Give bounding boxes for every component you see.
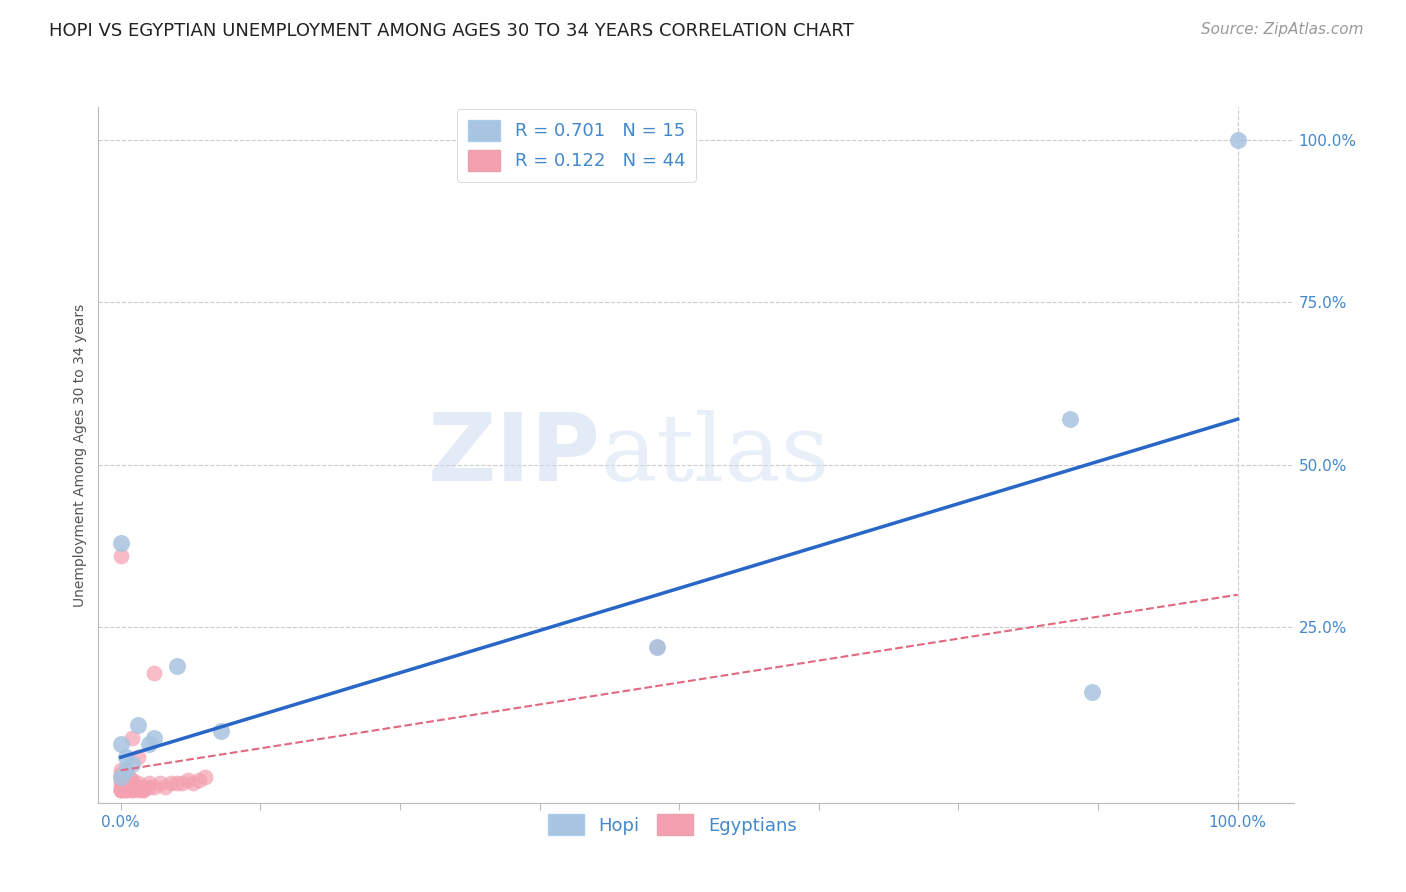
Point bbox=[115, 782, 138, 797]
Point bbox=[160, 776, 183, 790]
Text: Source: ZipAtlas.com: Source: ZipAtlas.com bbox=[1201, 22, 1364, 37]
Point bbox=[121, 772, 143, 787]
Point bbox=[193, 770, 215, 784]
Point bbox=[138, 776, 160, 790]
Point bbox=[127, 780, 149, 794]
Point bbox=[121, 782, 143, 797]
Point bbox=[155, 780, 177, 794]
Point bbox=[110, 776, 132, 790]
Point bbox=[115, 780, 138, 794]
Point bbox=[115, 764, 138, 778]
Point bbox=[138, 780, 160, 794]
Point bbox=[110, 770, 132, 784]
Point bbox=[1226, 132, 1249, 146]
Point bbox=[645, 640, 668, 654]
Point bbox=[110, 780, 132, 794]
Point bbox=[132, 782, 155, 797]
Point bbox=[110, 782, 132, 797]
Point bbox=[115, 780, 138, 794]
Point bbox=[132, 782, 155, 797]
Point bbox=[149, 776, 172, 790]
Y-axis label: Unemployment Among Ages 30 to 34 years: Unemployment Among Ages 30 to 34 years bbox=[73, 303, 87, 607]
Point bbox=[121, 731, 143, 745]
Point bbox=[121, 780, 143, 794]
Point bbox=[121, 776, 143, 790]
Point bbox=[172, 776, 194, 790]
Point bbox=[115, 772, 138, 787]
Point bbox=[138, 737, 160, 751]
Point bbox=[127, 718, 149, 732]
Point bbox=[1081, 685, 1104, 699]
Legend: Hopi, Egyptians: Hopi, Egyptians bbox=[540, 807, 804, 842]
Point bbox=[187, 772, 209, 787]
Point bbox=[183, 776, 205, 790]
Point bbox=[127, 750, 149, 764]
Point bbox=[121, 782, 143, 797]
Point bbox=[143, 780, 166, 794]
Point bbox=[132, 780, 155, 794]
Point bbox=[110, 770, 132, 784]
Point bbox=[110, 772, 132, 787]
Text: atlas: atlas bbox=[600, 410, 830, 500]
Point bbox=[115, 750, 138, 764]
Point bbox=[110, 782, 132, 797]
Point bbox=[110, 764, 132, 778]
Point bbox=[110, 737, 132, 751]
Text: HOPI VS EGYPTIAN UNEMPLOYMENT AMONG AGES 30 TO 34 YEARS CORRELATION CHART: HOPI VS EGYPTIAN UNEMPLOYMENT AMONG AGES… bbox=[49, 22, 853, 40]
Point bbox=[645, 640, 668, 654]
Point bbox=[115, 776, 138, 790]
Point bbox=[143, 731, 166, 745]
Point bbox=[115, 782, 138, 797]
Point bbox=[143, 665, 166, 680]
Point bbox=[166, 659, 188, 673]
Text: ZIP: ZIP bbox=[427, 409, 600, 501]
Point bbox=[110, 766, 132, 780]
Point bbox=[127, 782, 149, 797]
Point bbox=[117, 770, 139, 784]
Point bbox=[121, 756, 143, 771]
Point bbox=[127, 776, 149, 790]
Point bbox=[110, 782, 132, 797]
Point bbox=[177, 772, 200, 787]
Point bbox=[110, 549, 132, 563]
Point bbox=[209, 724, 232, 739]
Point bbox=[1059, 412, 1081, 426]
Point bbox=[166, 776, 188, 790]
Point bbox=[110, 535, 132, 549]
